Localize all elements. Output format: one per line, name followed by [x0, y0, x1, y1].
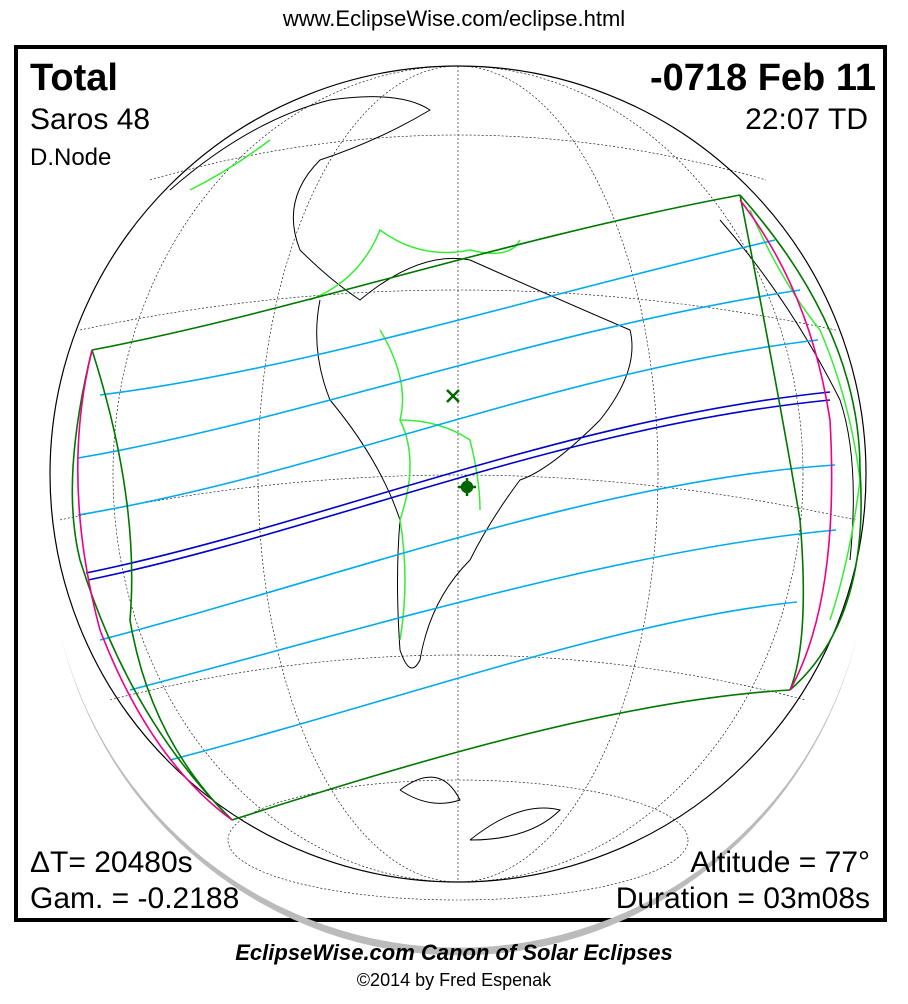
cyan-line	[99, 464, 836, 641]
node-label: D.Node	[30, 144, 112, 171]
land-outlines	[169, 96, 854, 841]
eclipse-type: Total	[30, 57, 118, 99]
eclipse-date: -0718 Feb 11	[649, 57, 876, 99]
duration: Duration = 03m08s	[615, 882, 870, 915]
map-frame	[14, 45, 887, 922]
cyan-line	[77, 339, 819, 516]
altitude: Altitude = 77°	[690, 846, 870, 879]
footer-title: EclipseWise.com Canon of Solar Eclipses	[235, 940, 673, 965]
gamma: Gam. = -0.2188	[30, 882, 240, 915]
eclipse-time: 22:07 TD	[745, 103, 868, 136]
eclipse-boundary	[71, 194, 862, 821]
footer-copyright: ©2014 by Fred Espenak	[356, 970, 552, 990]
central-path	[85, 391, 831, 581]
saros-number: Saros 48	[30, 103, 151, 136]
cyan-line	[99, 239, 776, 396]
penumbral-limit-lines	[77, 239, 837, 761]
cyan-line	[129, 529, 837, 691]
graticule	[59, 65, 857, 901]
cyan-line	[77, 289, 801, 459]
rise-set-curves	[77, 199, 833, 821]
subsolar-point-x-marker	[446, 389, 460, 403]
cyan-line	[169, 601, 798, 761]
delta-t: ΔT= 20480s	[30, 846, 193, 879]
greatest-eclipse-marker	[458, 478, 476, 496]
source-url: www.EclipseWise.com/eclipse.html	[282, 6, 626, 31]
